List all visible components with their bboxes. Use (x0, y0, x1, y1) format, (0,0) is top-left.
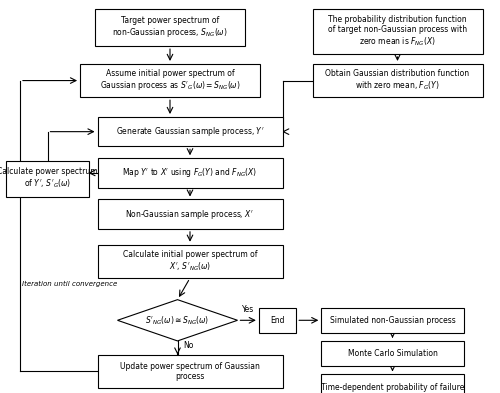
FancyBboxPatch shape (259, 307, 296, 333)
Text: Generate Gaussian sample process, $Y'$: Generate Gaussian sample process, $Y'$ (116, 125, 264, 138)
FancyBboxPatch shape (98, 117, 282, 146)
Polygon shape (118, 299, 238, 341)
FancyBboxPatch shape (98, 199, 282, 229)
FancyBboxPatch shape (95, 9, 245, 46)
FancyBboxPatch shape (6, 161, 89, 196)
Text: Non-Gaussian sample process, $X'$: Non-Gaussian sample process, $X'$ (126, 208, 254, 221)
FancyBboxPatch shape (322, 374, 464, 393)
Text: Calculate initial power spectrum of
$X'$, $S'_{NG}(\omega)$: Calculate initial power spectrum of $X'$… (123, 250, 257, 273)
FancyBboxPatch shape (312, 9, 482, 54)
Text: Monte Carlo Simulation: Monte Carlo Simulation (348, 349, 438, 358)
Text: Iteration until convergence: Iteration until convergence (22, 281, 118, 287)
Text: Yes: Yes (242, 305, 254, 314)
FancyBboxPatch shape (322, 307, 464, 333)
FancyBboxPatch shape (98, 244, 282, 278)
FancyBboxPatch shape (98, 158, 282, 187)
Text: Time-dependent probability of failure: Time-dependent probability of failure (321, 383, 464, 391)
FancyBboxPatch shape (80, 64, 260, 97)
Text: Assume initial power spectrum of
Gaussian process as $S'_G(\omega) = S_{NG}(\ome: Assume initial power spectrum of Gaussia… (100, 69, 240, 92)
FancyBboxPatch shape (322, 341, 464, 366)
Text: No: No (184, 342, 194, 350)
Text: Obtain Gaussian distribution function
with zero mean, $F_G(Y)$: Obtain Gaussian distribution function wi… (326, 69, 470, 92)
FancyBboxPatch shape (312, 64, 482, 97)
Text: Map $Y'$ to $X'$ using $F_G(Y)$ and $F_{NG}(X)$: Map $Y'$ to $X'$ using $F_G(Y)$ and $F_{… (122, 166, 258, 180)
Text: The probability distribution function
of target non-Gaussian process with
zero m: The probability distribution function of… (328, 15, 467, 48)
Text: Target power spectrum of
non-Gaussian process, $S_{NG}(\omega)$: Target power spectrum of non-Gaussian pr… (112, 16, 228, 39)
Text: Update power spectrum of Gaussian
process: Update power spectrum of Gaussian proces… (120, 362, 260, 381)
Text: Simulated non-Gaussian process: Simulated non-Gaussian process (330, 316, 456, 325)
Text: $S'_{NG}(\omega) \cong S_{NG}(\omega)$: $S'_{NG}(\omega) \cong S_{NG}(\omega)$ (146, 314, 210, 327)
FancyBboxPatch shape (98, 354, 282, 388)
Text: End: End (270, 316, 285, 325)
Text: Calculate power spectrum
of $Y'$, $S'_G(\omega)$: Calculate power spectrum of $Y'$, $S'_G(… (0, 167, 98, 191)
